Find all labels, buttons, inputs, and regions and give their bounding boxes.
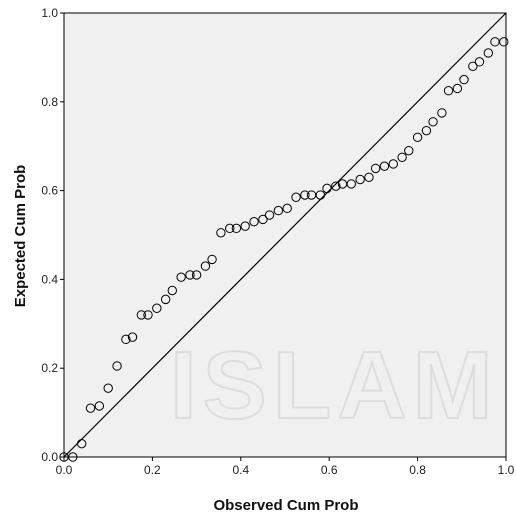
data-point <box>459 74 469 85</box>
data-point <box>76 438 87 449</box>
data-point <box>397 152 407 163</box>
data-point <box>216 228 226 238</box>
data-point <box>388 159 398 169</box>
y-tick-label: 0.6 <box>41 184 58 198</box>
y-tick-label: 0.8 <box>41 95 58 109</box>
x-tick-label: 0.2 <box>144 463 161 477</box>
data-point <box>443 86 454 96</box>
data-point <box>68 452 78 462</box>
data-point <box>112 361 122 371</box>
data-point <box>370 163 381 174</box>
data-point <box>200 261 211 271</box>
y-tick-label: 0.4 <box>41 272 58 286</box>
data-point <box>152 303 162 313</box>
x-tick-label: 1.0 <box>498 463 515 477</box>
y-tick-label: 1.0 <box>41 6 58 20</box>
data-points <box>59 37 509 462</box>
data-point <box>136 310 147 320</box>
data-point <box>207 254 217 265</box>
data-point <box>273 205 284 216</box>
data-point <box>143 310 153 320</box>
x-tick-label: 0.6 <box>321 463 338 477</box>
x-tick-label: 0.8 <box>409 463 426 477</box>
data-point <box>483 48 494 58</box>
data-point <box>291 192 301 202</box>
data-point <box>499 37 509 47</box>
data-point <box>404 145 414 156</box>
watermark: ISLAM <box>169 331 499 440</box>
plot-frame <box>63 12 507 458</box>
data-point <box>346 179 356 189</box>
data-point <box>315 190 326 200</box>
data-point <box>127 332 138 342</box>
data-point <box>331 181 341 191</box>
reference-line <box>63 12 507 458</box>
data-point <box>421 125 432 136</box>
data-point <box>264 210 275 220</box>
data-point <box>94 401 105 411</box>
data-point <box>300 190 310 200</box>
data-point <box>167 285 177 296</box>
data-point <box>249 216 259 227</box>
data-point <box>452 83 463 94</box>
data-point <box>258 214 268 225</box>
data-point <box>225 223 235 234</box>
y-axis: 0.0 0.2 0.4 0.6 0.8 1.0 <box>41 6 64 464</box>
x-axis-title: Observed Cum Prob <box>213 497 358 514</box>
data-point <box>322 183 332 194</box>
data-point <box>379 161 390 171</box>
watermark-text: ISLAM <box>170 332 499 439</box>
data-point <box>231 223 242 234</box>
data-point <box>160 294 171 305</box>
data-point <box>428 117 438 127</box>
data-point <box>468 61 478 71</box>
y-tick-label: 0.0 <box>41 450 58 464</box>
y-axis-title: Expected Cum Prob <box>12 165 29 308</box>
data-point <box>355 174 365 185</box>
data-point <box>364 172 374 182</box>
data-point <box>240 221 250 231</box>
data-point <box>185 270 195 280</box>
data-point <box>85 403 96 413</box>
data-point <box>191 270 202 280</box>
data-point <box>412 132 423 143</box>
x-axis: 0.0 0.2 0.4 0.6 0.8 1.0 <box>56 457 515 477</box>
y-tick-label: 0.2 <box>41 361 58 375</box>
data-point <box>176 272 186 282</box>
data-point <box>121 334 131 345</box>
data-point <box>282 203 292 214</box>
data-point <box>437 108 447 118</box>
x-tick-label: 0.0 <box>56 463 73 477</box>
data-point <box>103 383 113 393</box>
data-point <box>474 57 485 67</box>
x-tick-label: 0.4 <box>232 463 249 477</box>
